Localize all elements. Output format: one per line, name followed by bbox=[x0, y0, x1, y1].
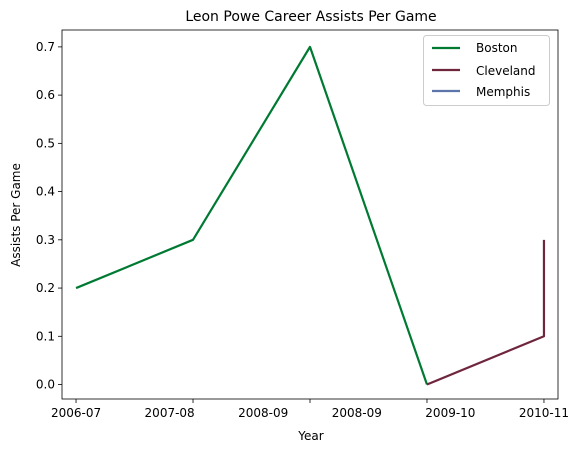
chart-title: Leon Powe Career Assists Per Game bbox=[185, 9, 436, 25]
legend-box bbox=[423, 35, 550, 106]
x-tick-label: 2006-07 bbox=[51, 406, 101, 420]
y-axis-title: Assists Per Game bbox=[9, 163, 23, 267]
x-tick-label: 2009-10 bbox=[425, 406, 475, 420]
x-tick-label: 2008-09 bbox=[238, 406, 288, 420]
y-tick-label: 0.0 bbox=[36, 378, 55, 392]
y-tick-label: 0.7 bbox=[36, 40, 55, 54]
x-tick-label: 2008-09 bbox=[332, 406, 382, 420]
legend: Boston Cleveland Memphis bbox=[423, 35, 550, 106]
series-lines bbox=[75, 45, 546, 386]
plot-frame bbox=[61, 29, 559, 400]
x-axis-title: Year bbox=[297, 429, 323, 443]
y-tick-label: 0.6 bbox=[36, 88, 55, 102]
legend-label-cleveland: Cleveland bbox=[476, 64, 536, 78]
legend-label-memphis: Memphis bbox=[476, 85, 530, 99]
y-tick-label: 0.1 bbox=[36, 329, 55, 343]
series-line-boston bbox=[75, 45, 429, 385]
y-tick-label: 0.2 bbox=[36, 281, 55, 295]
x-axis-ticks: 2006-07 2007-08 2008-09 2008-09 2009-10 2010-… bbox=[51, 399, 569, 420]
legend-label-boston: Boston bbox=[476, 41, 517, 55]
series-line-cleveland bbox=[426, 239, 546, 386]
y-tick-label: 0.4 bbox=[36, 185, 55, 199]
y-tick-label: 0.3 bbox=[36, 233, 55, 247]
y-axis-ticks: 0.0 0.1 0.2 0.3 0.4 0.5 0.6 0.7 bbox=[36, 40, 62, 392]
x-tick-label: 2007-08 bbox=[145, 406, 195, 420]
y-tick-label: 0.5 bbox=[36, 136, 55, 150]
x-tick-label: 2010-11 bbox=[519, 406, 569, 420]
